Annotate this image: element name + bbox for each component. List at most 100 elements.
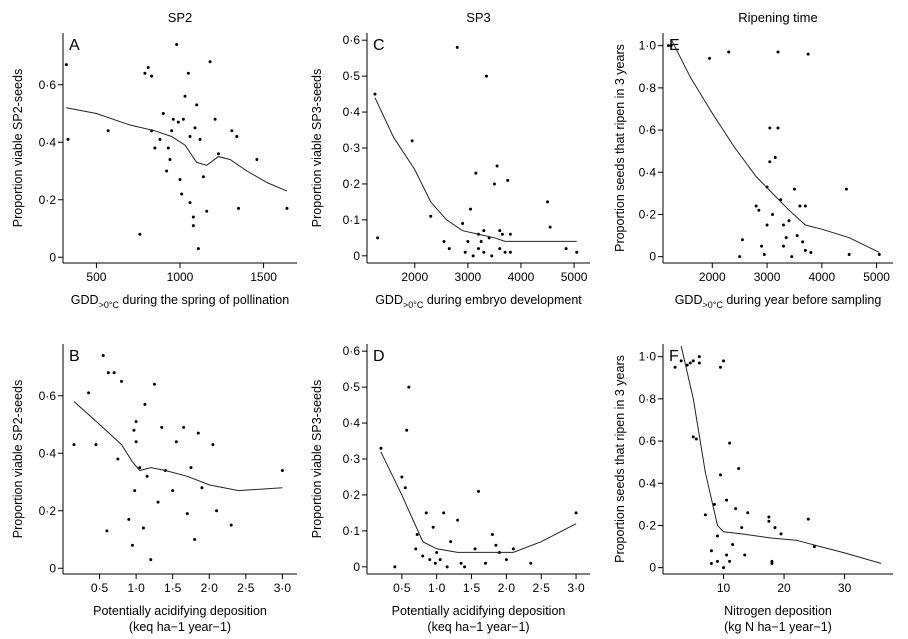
x-tick-label: 10	[717, 581, 731, 595]
y-tick-label: 0·4	[39, 446, 57, 460]
x-axis-title-main: GDD	[71, 293, 99, 307]
data-point	[809, 250, 813, 254]
data-point	[146, 66, 150, 69]
data-point	[801, 240, 805, 244]
data-point	[215, 509, 219, 513]
data-point	[776, 50, 780, 54]
data-point	[463, 250, 467, 254]
x-tick-label: 3·0	[567, 581, 585, 595]
x-axis-title-subscript: >0°C	[403, 300, 424, 310]
data-point	[511, 547, 515, 551]
data-point	[474, 171, 478, 175]
data-point	[189, 466, 193, 470]
data-point	[770, 559, 774, 563]
data-point	[719, 365, 722, 369]
x-tick-label: 3000	[754, 270, 781, 284]
data-point	[442, 511, 446, 515]
x-axis-title-rest: during embryo development	[423, 293, 582, 307]
data-point	[120, 379, 123, 383]
data-point	[191, 215, 195, 219]
y-tick-label: 0·6	[639, 123, 657, 137]
data-point	[503, 250, 507, 254]
data-point	[731, 542, 735, 546]
data-point	[193, 538, 197, 541]
data-point	[106, 371, 110, 375]
data-point	[461, 221, 465, 225]
data-point	[508, 232, 512, 236]
data-point	[847, 253, 851, 257]
x-axis-title-units: (keq ha−1 year−1)	[427, 620, 529, 634]
data-point	[415, 532, 419, 536]
data-point	[703, 513, 707, 517]
data-point	[200, 486, 204, 490]
data-point	[459, 561, 463, 565]
data-point	[806, 517, 810, 521]
data-point	[765, 223, 769, 227]
y-tick-label: 1·0	[639, 39, 657, 53]
data-point	[127, 517, 131, 521]
data-point	[743, 553, 747, 557]
data-point	[498, 229, 502, 233]
x-axis-title: GDD>0°C during embryo development	[375, 293, 582, 310]
data-point	[180, 192, 184, 196]
data-point	[280, 469, 284, 472]
x-axis-title: GDD>0°C during year before sampling	[675, 293, 882, 310]
data-point	[105, 529, 109, 533]
data-point	[877, 253, 881, 257]
data-point	[757, 208, 761, 212]
y-tick-label: 0·2	[343, 177, 361, 191]
data-point	[727, 50, 731, 54]
y-tick-label: 0·2	[343, 488, 361, 502]
data-point	[754, 204, 758, 208]
data-point	[466, 239, 470, 243]
data-point	[787, 219, 791, 223]
y-tick-label: 0·8	[639, 81, 657, 95]
data-point	[728, 559, 732, 563]
data-point	[803, 204, 807, 208]
x-axis-title: GDD>0°C during the spring of pollination	[71, 293, 289, 310]
data-point	[150, 74, 154, 78]
data-point	[143, 71, 147, 75]
column-title: SP3	[466, 10, 491, 25]
data-point	[463, 565, 467, 569]
y-tick-label: 0·1	[343, 213, 361, 227]
y-tick-label: 0·2	[639, 518, 657, 532]
panel-letter: B	[69, 348, 80, 365]
data-point	[188, 135, 192, 138]
data-point	[781, 244, 785, 248]
data-point	[508, 250, 512, 254]
data-point	[72, 443, 76, 447]
y-tick-label: 0·6	[343, 344, 361, 358]
data-point	[198, 137, 202, 141]
data-point	[87, 391, 91, 395]
data-point	[669, 44, 673, 48]
y-axis-title: Proportion viable SP2-seeds	[11, 380, 25, 538]
data-point	[477, 247, 480, 251]
data-point	[498, 247, 502, 251]
x-tick-label: 20	[777, 581, 791, 595]
data-point	[708, 56, 712, 60]
x-axis-title: Nitrogen deposition	[724, 604, 832, 618]
data-point	[506, 178, 510, 182]
data-point	[230, 129, 234, 133]
data-point	[728, 441, 732, 445]
column-title: Ripening time	[738, 10, 818, 25]
y-tick-label: 0·6	[39, 78, 57, 92]
data-point	[740, 238, 744, 242]
data-point	[407, 385, 411, 389]
data-point	[719, 473, 722, 477]
data-point	[106, 129, 110, 133]
data-point	[760, 244, 764, 248]
data-point	[762, 253, 766, 257]
data-point	[806, 52, 810, 56]
y-tick-label: 0	[49, 250, 56, 264]
data-point	[768, 160, 772, 164]
data-point	[482, 250, 486, 254]
x-tick-label: 0·5	[393, 581, 411, 595]
data-point	[211, 443, 215, 447]
data-point	[141, 526, 145, 530]
x-axis-title-rest: during the spring of pollination	[119, 293, 289, 307]
x-tick-label: 1000	[167, 270, 194, 284]
y-tick-label: 0·3	[343, 141, 361, 155]
